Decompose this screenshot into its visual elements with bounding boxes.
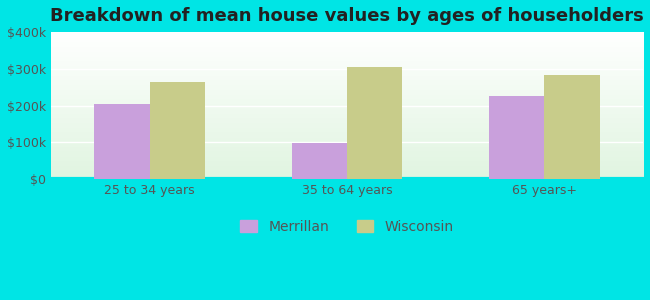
Bar xyxy=(150,82,205,179)
Legend: Merrillan, Wisconsin: Merrillan, Wisconsin xyxy=(240,220,454,234)
Title: Breakdown of mean house values by ages of householders: Breakdown of mean house values by ages o… xyxy=(50,7,644,25)
Bar xyxy=(347,67,402,179)
Bar xyxy=(292,143,347,179)
Bar xyxy=(489,96,544,179)
Bar xyxy=(544,75,600,179)
Bar xyxy=(94,104,150,179)
